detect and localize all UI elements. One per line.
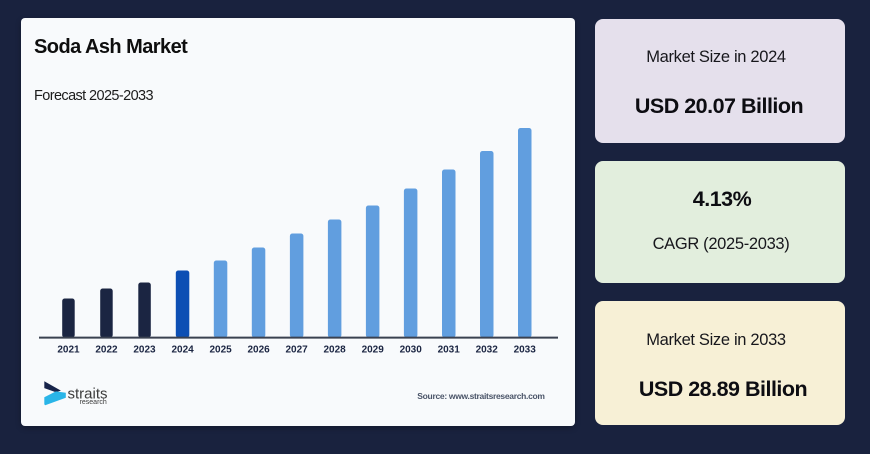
svg-text:2023: 2023 bbox=[133, 345, 156, 356]
svg-text:2029: 2029 bbox=[362, 345, 385, 356]
svg-text:2030: 2030 bbox=[400, 345, 423, 356]
svg-text:2032: 2032 bbox=[476, 345, 499, 356]
svg-text:research: research bbox=[80, 399, 107, 406]
svg-text:2021: 2021 bbox=[57, 345, 80, 356]
svg-text:2025: 2025 bbox=[209, 345, 232, 356]
svg-text:straits: straits bbox=[68, 385, 108, 402]
svg-text:2033: 2033 bbox=[514, 345, 537, 356]
svg-text:2031: 2031 bbox=[438, 345, 461, 356]
svg-text:2026: 2026 bbox=[247, 345, 270, 356]
svg-text:2022: 2022 bbox=[95, 345, 118, 356]
svg-text:2027: 2027 bbox=[285, 345, 308, 356]
svg-text:2024: 2024 bbox=[171, 345, 194, 356]
svg-text:2028: 2028 bbox=[323, 345, 346, 356]
